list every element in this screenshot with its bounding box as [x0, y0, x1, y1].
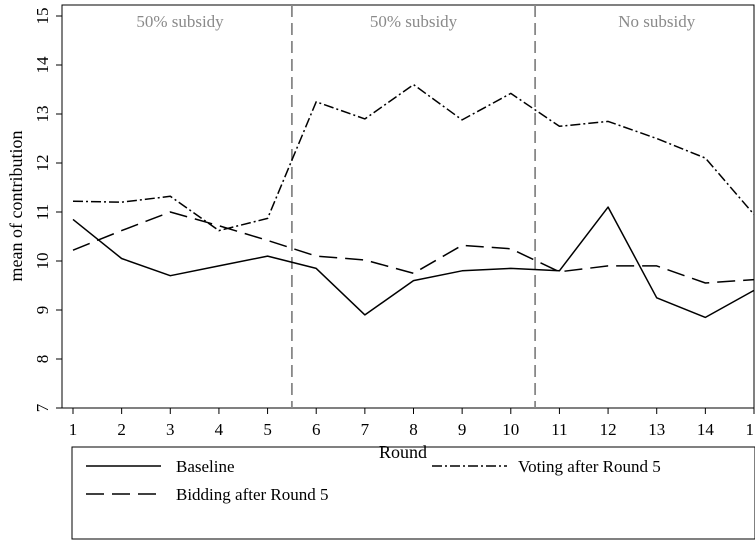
x-tick-label: 2	[117, 420, 126, 439]
legend-label-voting: Voting after Round 5	[518, 457, 661, 476]
legend-label-bidding: Bidding after Round 5	[176, 485, 329, 504]
x-tick-label: 7	[361, 420, 370, 439]
phase-label: 50% subsidy	[370, 12, 458, 31]
phase-labels: 50% subsidy 50% subsidy No subsidy	[136, 12, 695, 31]
y-tick-label: 9	[33, 306, 52, 315]
x-axis-title: Round	[379, 442, 427, 462]
series-line-baseline	[72, 206, 755, 319]
plot-frame	[61, 4, 755, 409]
x-tick-label: 13	[648, 420, 665, 439]
phase-label: 50% subsidy	[136, 12, 224, 31]
series-line-voting-after-round-5	[72, 83, 755, 232]
phase-label: No subsidy	[618, 12, 695, 31]
x-tick-label: 9	[458, 420, 467, 439]
y-tick-label: 11	[33, 204, 52, 220]
y-axis: 7 8 9 10 11 12 13 14 15	[33, 8, 62, 412]
y-tick-label: 12	[33, 155, 52, 172]
y-tick-label: 8	[33, 355, 52, 364]
x-tick-label: 11	[551, 420, 567, 439]
x-tick-label: 12	[600, 420, 617, 439]
x-tick-label: 10	[502, 420, 519, 439]
x-tick-label: 8	[409, 420, 418, 439]
x-axis: 123456789101112131415	[69, 408, 755, 439]
legend: Baseline Voting after Round 5 Bidding af…	[71, 446, 755, 540]
plot-area	[61, 4, 755, 409]
y-axis-title: mean of contribution	[6, 131, 26, 282]
legend-box	[71, 446, 755, 540]
x-tick-label: 14	[697, 420, 715, 439]
x-tick-label: 6	[312, 420, 321, 439]
y-tick-label: 15	[33, 8, 52, 25]
y-tick-label: 13	[33, 106, 52, 123]
y-tick-label: 7	[33, 403, 52, 412]
y-tick-label: 10	[33, 253, 52, 270]
legend-label-baseline: Baseline	[176, 457, 235, 476]
x-tick-label: 1	[69, 420, 78, 439]
series-lines	[72, 83, 755, 319]
x-tick-label: 3	[166, 420, 175, 439]
x-tick-label: 15	[746, 420, 755, 439]
y-tick-label: 14	[33, 56, 52, 74]
series-line-bidding-after-round-5	[72, 211, 755, 284]
phase-dividers	[290, 5, 537, 408]
x-tick-label: 4	[215, 420, 224, 439]
x-tick-label: 5	[263, 420, 272, 439]
